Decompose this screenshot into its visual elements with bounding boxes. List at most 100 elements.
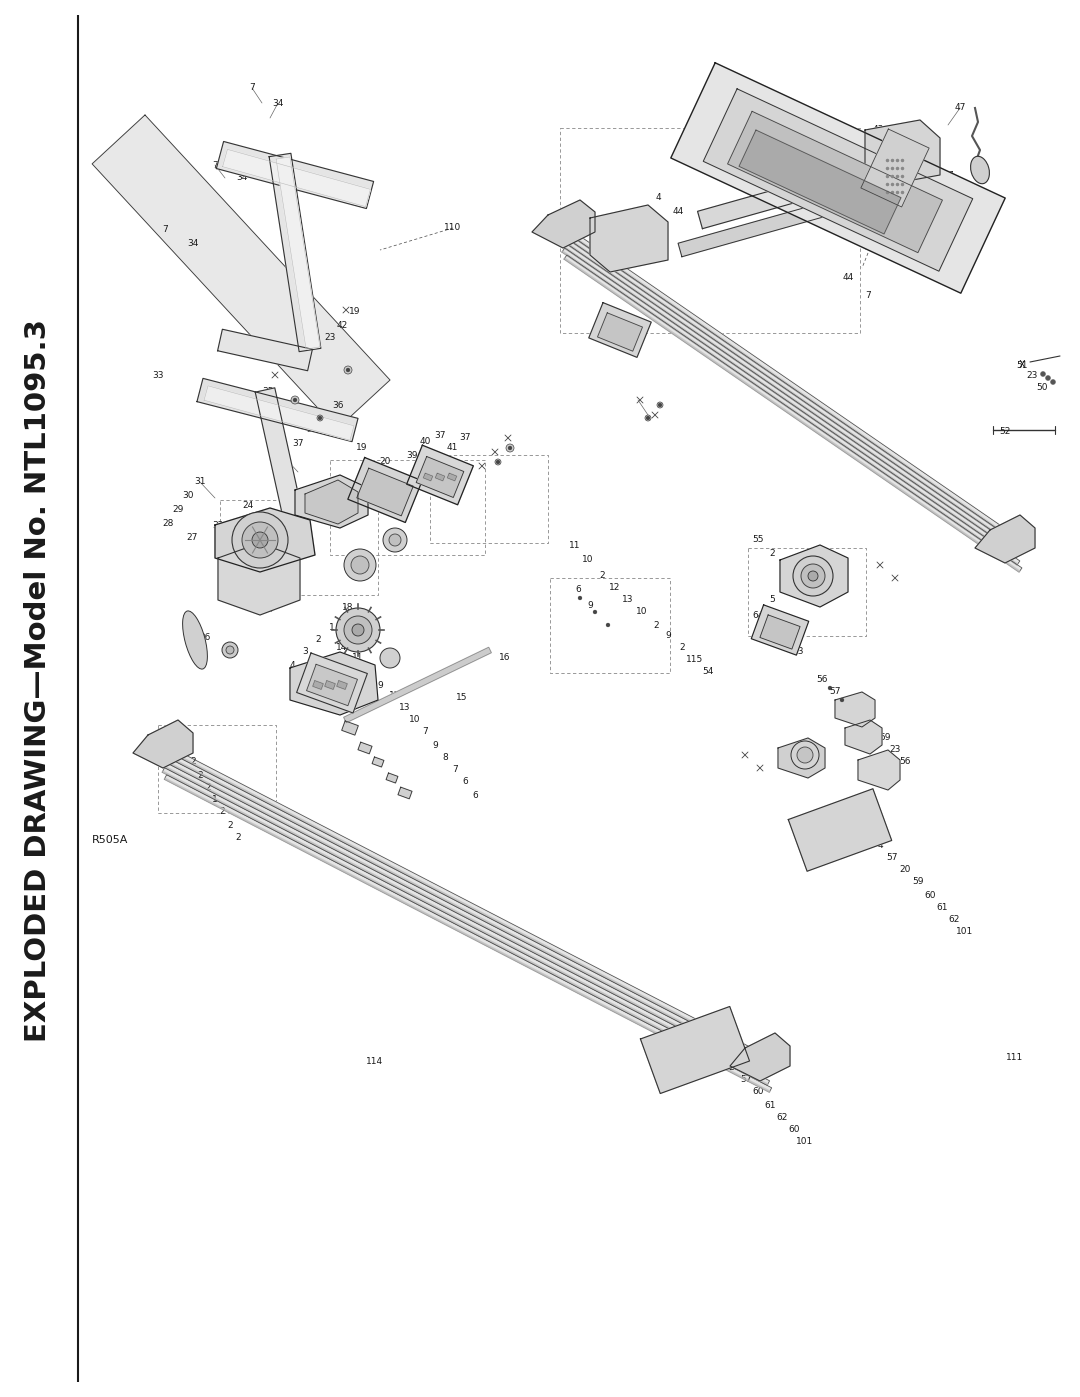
Text: 23: 23: [1026, 372, 1038, 380]
Polygon shape: [156, 747, 764, 1065]
Text: 13: 13: [622, 595, 634, 605]
Polygon shape: [554, 219, 1011, 536]
Text: 5: 5: [769, 595, 774, 605]
Text: 27: 27: [187, 534, 198, 542]
Text: 10: 10: [362, 668, 374, 676]
Circle shape: [291, 395, 299, 404]
Polygon shape: [158, 757, 764, 1071]
Text: 55: 55: [753, 535, 764, 545]
Polygon shape: [778, 738, 825, 778]
Polygon shape: [158, 754, 766, 1071]
Text: 57: 57: [740, 1076, 752, 1084]
Circle shape: [496, 460, 500, 464]
Text: 7: 7: [212, 161, 218, 169]
Circle shape: [658, 402, 662, 407]
Text: 21: 21: [242, 563, 254, 573]
Text: 4: 4: [877, 841, 882, 849]
Text: 3: 3: [302, 647, 308, 657]
Text: 20: 20: [379, 457, 391, 467]
Polygon shape: [160, 761, 768, 1078]
Polygon shape: [313, 680, 323, 689]
Polygon shape: [760, 615, 800, 650]
Polygon shape: [217, 330, 312, 370]
Polygon shape: [562, 247, 1020, 564]
Polygon shape: [557, 233, 1015, 550]
Text: 10: 10: [409, 715, 421, 725]
Text: 35: 35: [262, 387, 273, 397]
Circle shape: [578, 597, 582, 599]
Text: 101: 101: [796, 1137, 813, 1147]
Circle shape: [657, 402, 663, 408]
Polygon shape: [678, 198, 842, 257]
Text: 23: 23: [324, 334, 336, 342]
Polygon shape: [562, 251, 1017, 564]
Text: 37: 37: [293, 440, 303, 448]
Text: 10: 10: [582, 556, 594, 564]
Text: 60: 60: [753, 1087, 764, 1097]
Polygon shape: [255, 388, 306, 532]
Text: 7: 7: [947, 170, 953, 179]
Text: 110: 110: [444, 224, 461, 232]
Circle shape: [389, 534, 401, 546]
Text: 23: 23: [889, 746, 901, 754]
Circle shape: [791, 740, 819, 768]
Polygon shape: [164, 778, 770, 1092]
Text: 51: 51: [1016, 360, 1028, 369]
Circle shape: [346, 367, 350, 372]
Text: 59: 59: [879, 733, 891, 742]
Circle shape: [1040, 372, 1045, 377]
Polygon shape: [554, 224, 1010, 536]
Polygon shape: [752, 605, 809, 655]
Text: 17: 17: [354, 617, 366, 626]
Text: 63: 63: [793, 647, 804, 657]
Text: 37: 37: [280, 454, 291, 462]
Polygon shape: [564, 254, 1022, 571]
Text: 2: 2: [227, 820, 233, 830]
Text: 2: 2: [315, 636, 321, 644]
Text: 12: 12: [609, 584, 621, 592]
Text: 30: 30: [183, 492, 193, 500]
Text: 6: 6: [462, 778, 468, 787]
Text: 34: 34: [272, 99, 284, 108]
Text: 44: 44: [713, 98, 724, 106]
Polygon shape: [728, 112, 943, 253]
Circle shape: [242, 522, 278, 557]
Polygon shape: [92, 115, 390, 429]
Text: 49: 49: [959, 221, 971, 229]
Polygon shape: [343, 647, 491, 722]
Text: 16: 16: [499, 654, 511, 662]
Text: 38: 38: [320, 414, 330, 422]
Text: 4: 4: [656, 194, 661, 203]
Circle shape: [318, 415, 323, 420]
Circle shape: [840, 698, 843, 703]
Text: 23: 23: [864, 243, 876, 253]
Circle shape: [646, 416, 650, 420]
Text: 41: 41: [446, 443, 458, 453]
Text: 4: 4: [289, 661, 295, 669]
Polygon shape: [788, 789, 892, 872]
Text: 28: 28: [162, 520, 174, 528]
Text: 11: 11: [569, 541, 581, 549]
Text: 12: 12: [389, 690, 401, 700]
Circle shape: [352, 624, 364, 636]
Text: 49: 49: [944, 205, 956, 215]
Text: 36: 36: [333, 401, 343, 409]
Text: 65: 65: [692, 1025, 704, 1035]
Circle shape: [351, 556, 369, 574]
Text: 2: 2: [183, 743, 188, 753]
Text: 36: 36: [307, 426, 318, 434]
Polygon shape: [423, 474, 433, 481]
Text: 60: 60: [788, 1126, 800, 1134]
Text: 34: 34: [187, 239, 199, 247]
Text: 33: 33: [152, 370, 164, 380]
Text: 34: 34: [237, 173, 247, 183]
Circle shape: [801, 564, 825, 588]
Text: 2: 2: [205, 784, 211, 792]
Text: 88: 88: [854, 711, 866, 719]
Text: 44: 44: [812, 122, 824, 130]
Polygon shape: [162, 768, 770, 1085]
Text: 46: 46: [929, 151, 941, 159]
Text: 40: 40: [419, 437, 431, 447]
Polygon shape: [556, 226, 1013, 543]
Polygon shape: [564, 258, 1020, 571]
